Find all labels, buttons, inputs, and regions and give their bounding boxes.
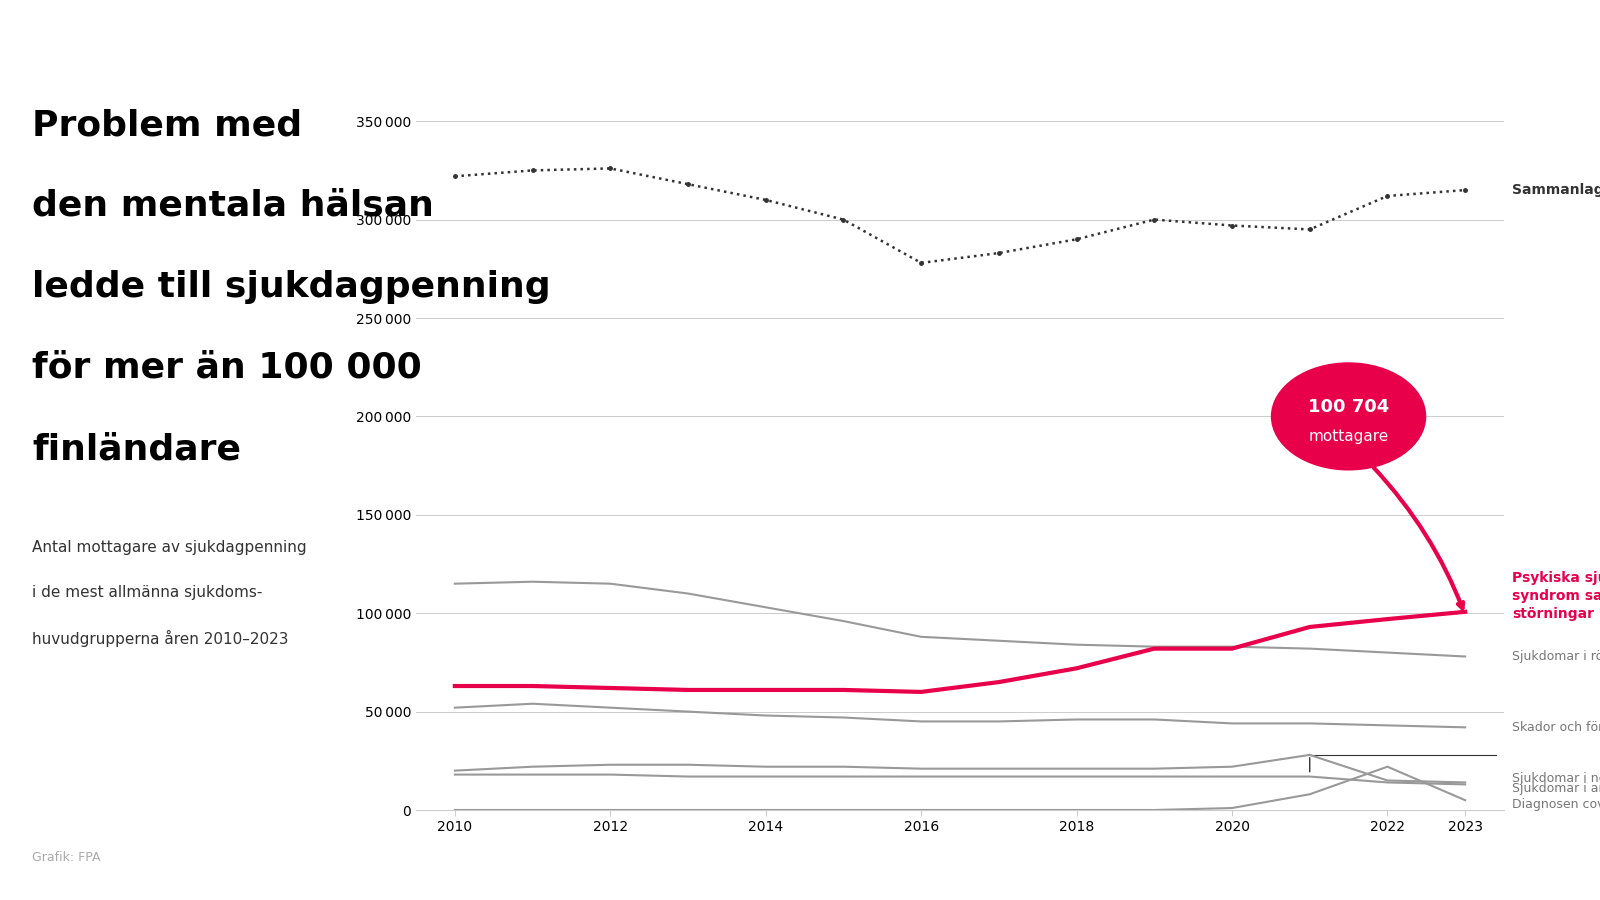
Ellipse shape xyxy=(1270,363,1426,471)
Text: Antal mottagare av sjukdagpenning: Antal mottagare av sjukdagpenning xyxy=(32,540,307,555)
Text: ledde till sjukdagpenning: ledde till sjukdagpenning xyxy=(32,270,550,304)
Text: Problem med: Problem med xyxy=(32,108,302,142)
Text: Sjukdomar i rörelseorganen: Sjukdomar i rörelseorganen xyxy=(1512,650,1600,663)
Text: den mentala hälsan: den mentala hälsan xyxy=(32,189,434,223)
Text: 100 704: 100 704 xyxy=(1307,398,1389,416)
Text: Sjukdomar i andningsorganen: Sjukdomar i andningsorganen xyxy=(1512,782,1600,795)
Text: Skador och förgiftningar: Skador och förgiftningar xyxy=(1512,721,1600,734)
Text: Sjukdomar i nervsystemet: Sjukdomar i nervsystemet xyxy=(1512,772,1600,785)
Text: finländare: finländare xyxy=(32,432,242,466)
Text: Grafik: FPA: Grafik: FPA xyxy=(32,851,101,864)
Text: Psykiska sjukdomar och
syndrom samt beteende-
störningar: Psykiska sjukdomar och syndrom samt bete… xyxy=(1512,571,1600,622)
Text: för mer än 100 000: för mer än 100 000 xyxy=(32,351,422,385)
Text: Diagnosen covid-19: Diagnosen covid-19 xyxy=(1512,797,1600,811)
Text: mottagare: mottagare xyxy=(1309,428,1389,444)
Text: Sammanlagt: Sammanlagt xyxy=(1512,183,1600,197)
Text: i de mest allmänna sjukdoms-: i de mest allmänna sjukdoms- xyxy=(32,585,262,600)
Text: huvudgrupperna åren 2010–2023: huvudgrupperna åren 2010–2023 xyxy=(32,630,288,647)
